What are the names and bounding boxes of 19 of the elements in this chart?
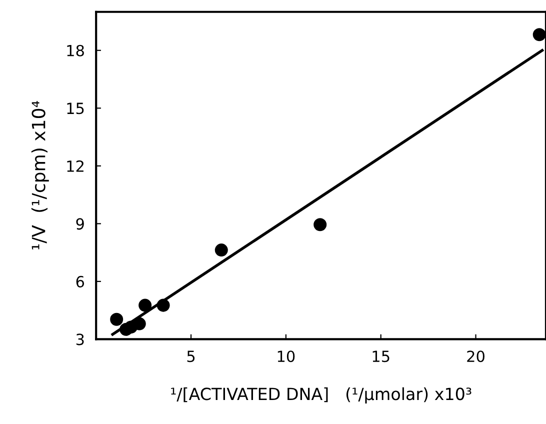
y-tick-label: 9	[76, 218, 84, 230]
point	[214, 244, 228, 257]
point	[156, 298, 170, 312]
point	[532, 28, 546, 42]
y-tick-label: 12	[67, 160, 84, 172]
y-tick-label: 3	[76, 334, 84, 346]
x-tick-label: 10	[278, 350, 295, 362]
y-tick-label: 15	[67, 102, 84, 114]
point	[138, 298, 152, 312]
x-axis-title: ¹/[ACTIVATED DNA] (¹/μmolar) x10³	[171, 387, 472, 404]
x-tick-label: 15	[372, 350, 390, 362]
y-tick-label: 6	[76, 276, 84, 288]
x-tick-label: 5	[187, 350, 195, 362]
point	[110, 312, 124, 326]
point	[314, 218, 327, 232]
y-axis-title: ¹/V (¹/cpm) x10⁴	[31, 101, 49, 250]
point	[132, 317, 146, 330]
y-tick-label: 18	[67, 44, 84, 56]
x-tick-label: 20	[467, 350, 484, 362]
